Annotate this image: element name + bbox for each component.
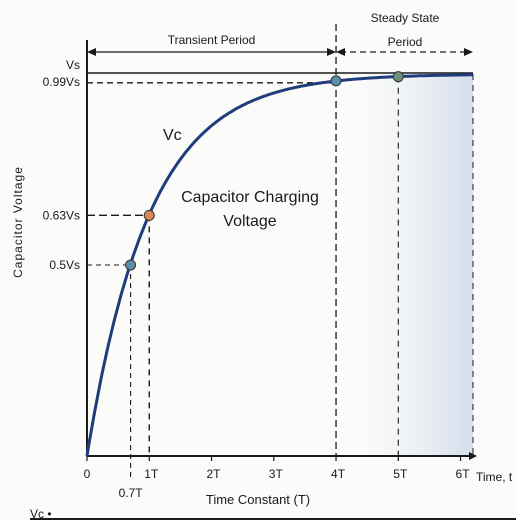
highlighted-points: [125, 71, 404, 271]
x-axis-end-label: Time, t: [476, 470, 513, 484]
x-tick-labels: 0 1T 2T 3T 4T 5T 6T 0.7T: [84, 456, 471, 500]
guide-lines: [87, 24, 474, 478]
transient-period-label: Transient Period: [168, 33, 256, 47]
y-marker-3: 0.5Vs: [49, 258, 80, 272]
period-annotations: Transient Period Steady State Period: [87, 11, 473, 56]
x-tick-label-1: 1T: [144, 467, 159, 481]
curve-description-line1: Capacitor Charging: [181, 189, 319, 206]
x-axis-label: Time Constant (T): [206, 492, 310, 507]
y-axis-label: Capacitor Voltage: [11, 166, 25, 278]
transient-arrow-left: [87, 48, 96, 56]
steady-arrow-right: [464, 48, 473, 56]
steady-period-label-1: Steady State: [371, 11, 440, 25]
y-marker-2: 0.63Vs: [43, 208, 80, 222]
y-marker-0: Vs: [66, 58, 80, 72]
x-axis-arrow: [469, 452, 477, 460]
steady-arrow-left: [336, 48, 346, 56]
x-tick-label-2: 2T: [207, 467, 222, 481]
charging-curve: [85, 73, 473, 457]
x-tick-label-4: 4T: [331, 467, 346, 481]
point-0: [125, 259, 137, 271]
x-tick-label-6: 6T: [456, 467, 471, 481]
footer-text: Vc •: [30, 507, 52, 521]
point-2: [330, 75, 342, 87]
point-3: [392, 71, 404, 83]
x-extra-label: 0.7T: [119, 486, 144, 500]
curve-label: Vc: [163, 127, 182, 144]
x-tick-label-3: 3T: [269, 467, 284, 481]
y-marker-labels: Vs 0.99Vs 0.63Vs 0.5Vs: [43, 58, 80, 272]
curve-description-line2: Voltage: [223, 213, 276, 230]
x-tick-label-0: 0: [84, 467, 91, 481]
x-tick-label-5: 5T: [393, 467, 408, 481]
steady-period-label-2: Period: [388, 35, 423, 49]
y-marker-1: 0.99Vs: [43, 75, 80, 89]
point-1: [143, 209, 155, 221]
steady-state-shade: [336, 74, 473, 456]
transient-arrow-right: [327, 48, 337, 56]
